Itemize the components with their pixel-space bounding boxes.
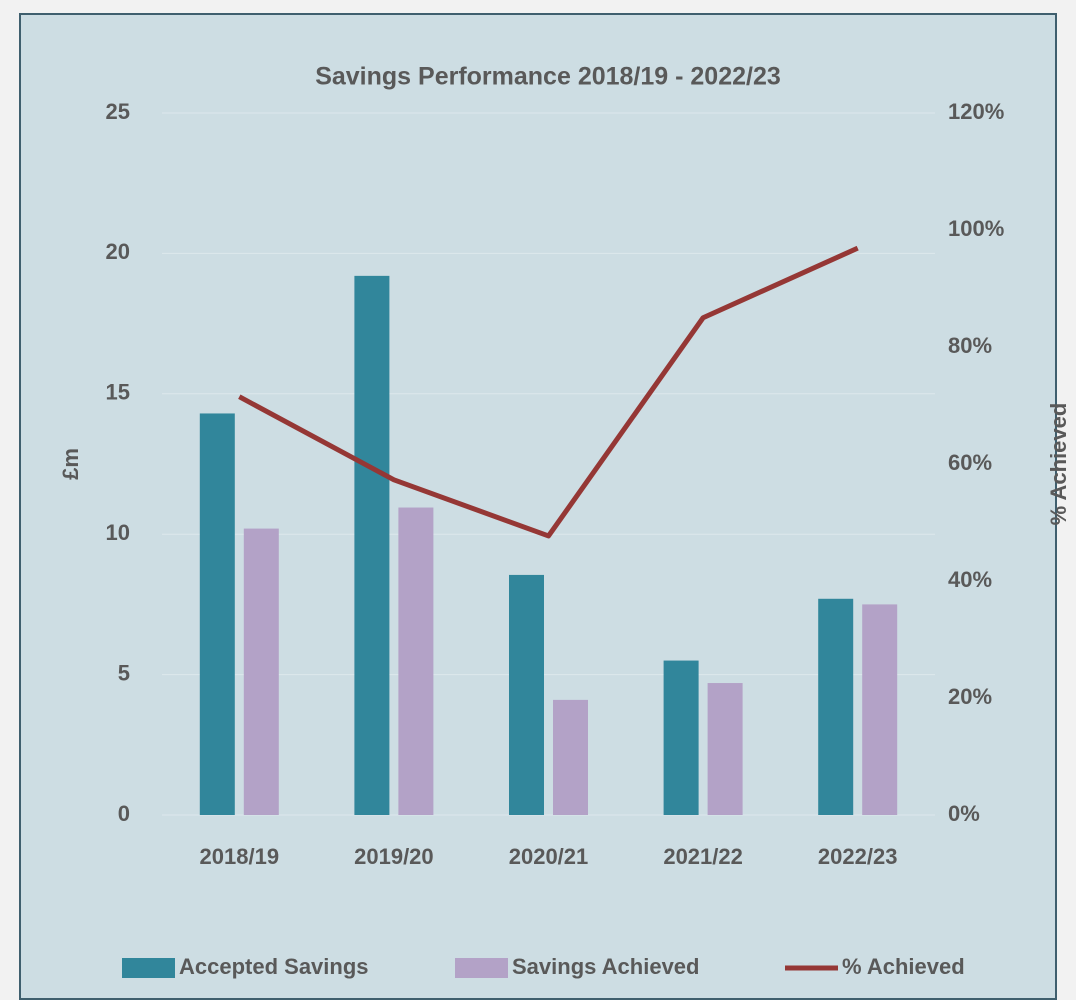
x-tick-label: 2018/19 [200, 844, 280, 869]
y2-axis-title: % Achieved [1046, 403, 1071, 526]
bar [243, 528, 279, 815]
bar [199, 413, 235, 815]
y-tick-label: 25 [106, 99, 130, 124]
bar [663, 660, 699, 815]
y-tick-label: 10 [106, 520, 130, 545]
y-tick-label: 0 [118, 801, 130, 826]
chart-frame [19, 13, 1057, 1000]
bar [818, 598, 854, 815]
bar [862, 604, 898, 815]
y2-tick-label: 80% [948, 333, 992, 358]
legend-label: Savings Achieved [512, 954, 699, 979]
x-tick-label: 2019/20 [354, 844, 434, 869]
bar [553, 699, 588, 815]
y-tick-label: 20 [106, 239, 130, 264]
bar [509, 574, 544, 815]
legend-swatch [455, 958, 508, 978]
y2-tick-label: 120% [948, 99, 1004, 124]
y2-tick-label: 0% [948, 801, 980, 826]
y2-tick-label: 100% [948, 216, 1004, 241]
chart-title: Savings Performance 2018/19 - 2022/23 [315, 63, 781, 91]
y2-tick-label: 60% [948, 450, 992, 475]
x-tick-label: 2022/23 [818, 844, 898, 869]
legend-swatch [122, 958, 175, 978]
legend-label: % Achieved [842, 954, 965, 979]
x-tick-label: 2021/22 [663, 844, 743, 869]
legend-label: Accepted Savings [179, 954, 369, 979]
line [238, 245, 859, 539]
bar [354, 275, 390, 815]
y2-tick-label: 40% [948, 567, 992, 592]
y2-tick-label: 20% [948, 684, 992, 709]
bar [707, 683, 743, 815]
y-tick-label: 5 [118, 660, 130, 685]
y-axis-title: £m [58, 448, 83, 480]
x-tick-label: 2020/21 [509, 844, 589, 869]
y-tick-label: 15 [106, 380, 130, 405]
bar [398, 507, 434, 815]
